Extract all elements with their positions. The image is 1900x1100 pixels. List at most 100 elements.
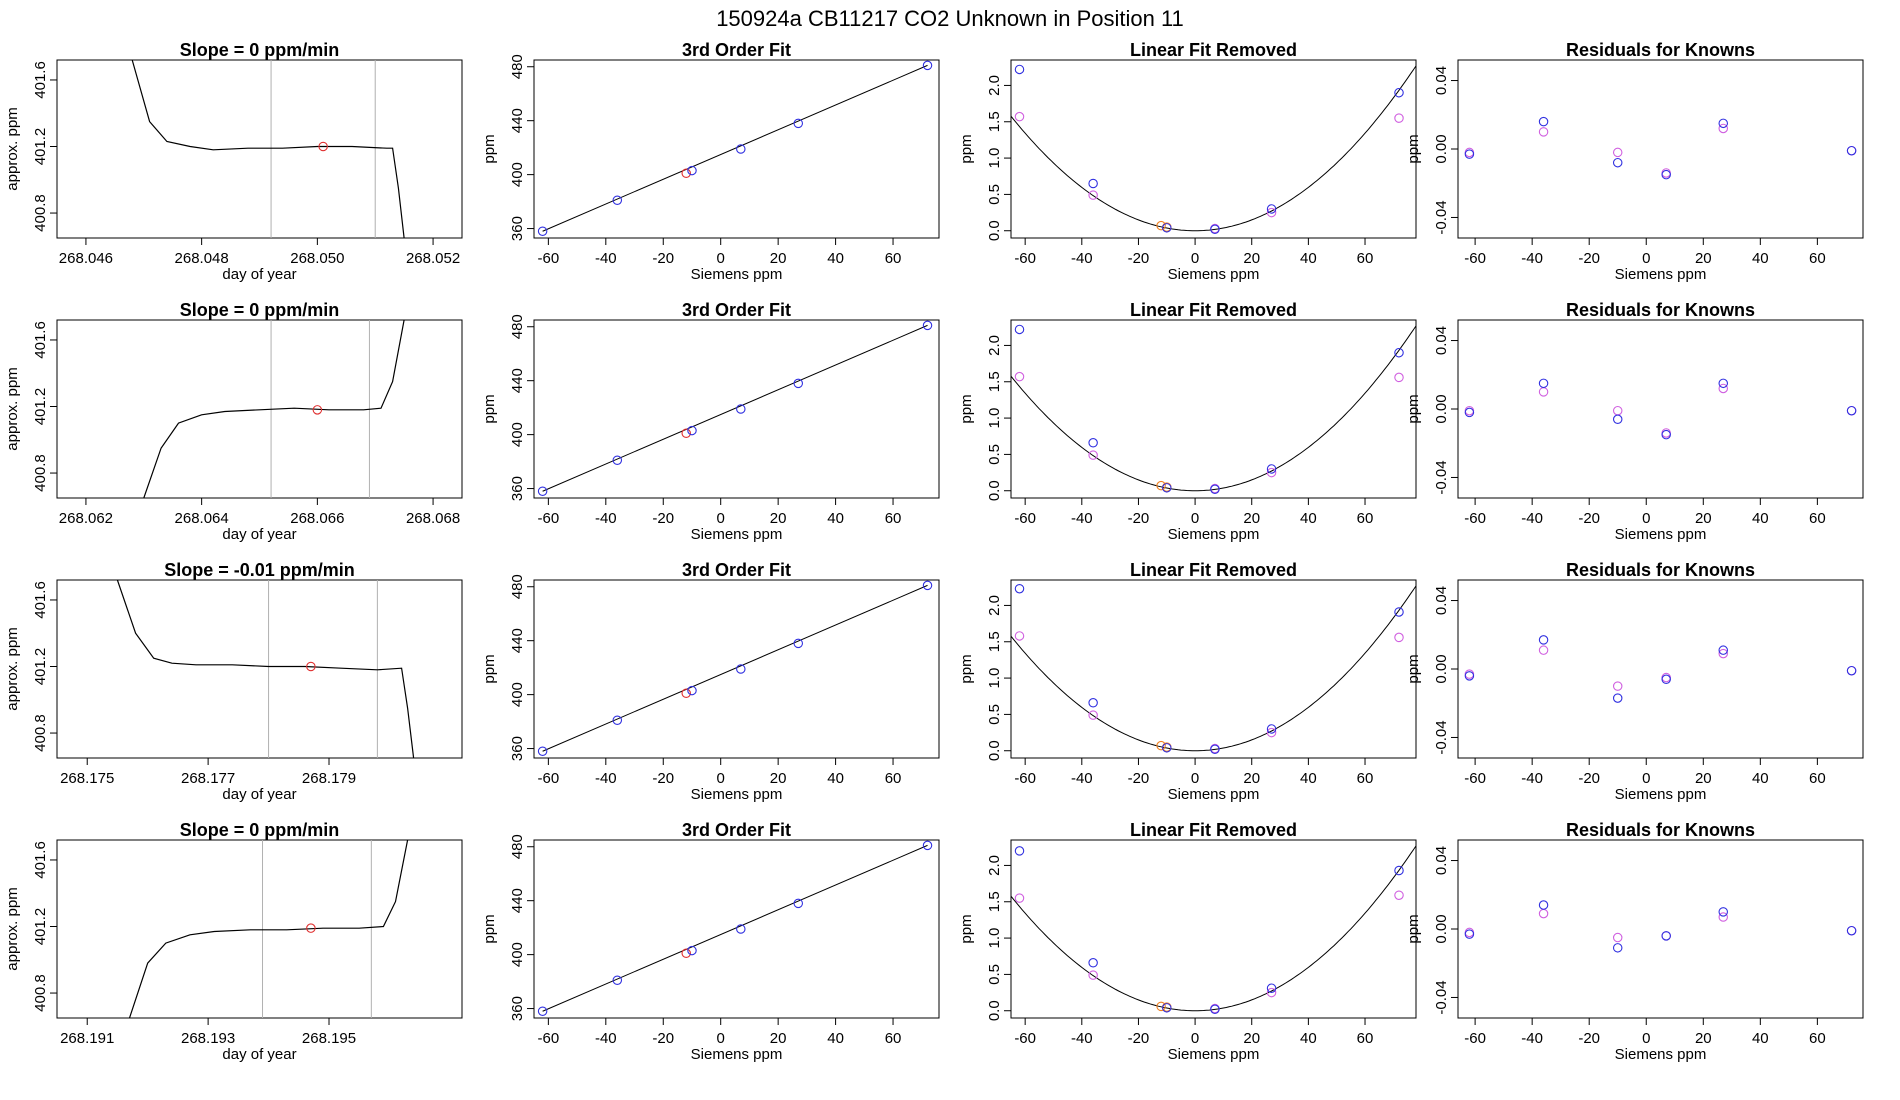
- x-axis-label: Siemens ppm: [1615, 1046, 1707, 1063]
- plot-frame: [1010, 319, 1417, 499]
- y-axis-label: ppm: [481, 654, 498, 683]
- plot-frame: [56, 579, 463, 759]
- x-tick-label: 268.193: [181, 1030, 235, 1047]
- data-point: [1661, 429, 1671, 440]
- plot-area: [537, 60, 933, 237]
- data-point: [1088, 438, 1098, 448]
- x-tick-label: 0: [1642, 770, 1650, 787]
- x-tick-label: 268.191: [60, 1030, 114, 1047]
- x-tick-label: -20: [1128, 770, 1150, 787]
- y-axis-label: ppm: [958, 914, 975, 943]
- y-tick-label: 0.04: [1433, 66, 1450, 95]
- x-tick-label: 40: [1752, 510, 1769, 527]
- data-point: [1014, 371, 1025, 382]
- data-point: [687, 945, 697, 956]
- y-tick-label: 360: [509, 216, 526, 241]
- panel-r0_fit: 3rd Order Fit -60 -40 -20 0 20 40 60 Siemens ppm…: [481, 40, 940, 283]
- panel-title: Slope = 0 ppm/min: [180, 40, 340, 60]
- y-tick-label: 0.04: [1433, 846, 1450, 875]
- data-point: [1538, 127, 1549, 137]
- data-point: [1718, 123, 1728, 134]
- x-tick-label: 40: [1752, 250, 1769, 267]
- x-tick-label: -20: [1578, 510, 1600, 527]
- data-point: [1088, 698, 1098, 708]
- data-point: [306, 923, 316, 933]
- data-point: [736, 924, 746, 934]
- data-point: [1014, 64, 1025, 75]
- data-point: [1612, 693, 1623, 703]
- plot-area: [131, 60, 405, 238]
- y-tick-label: 0.00: [1433, 914, 1450, 943]
- data-point: [1266, 983, 1277, 993]
- y-tick-label: 1.0: [986, 928, 1003, 949]
- data-point: [1266, 467, 1277, 478]
- x-tick-label: -20: [1578, 250, 1600, 267]
- plot-area: [1011, 845, 1416, 1015]
- panel-title: Residuals for Knowns: [1566, 820, 1755, 840]
- panel-title: 3rd Order Fit: [682, 40, 791, 60]
- fit-line: [542, 844, 928, 1012]
- y-tick-label: 0.0: [986, 480, 1003, 501]
- data-point: [1612, 943, 1623, 953]
- data-point: [681, 948, 691, 959]
- data-point: [1266, 464, 1277, 474]
- data-point: [922, 60, 933, 71]
- x-tick-label: 60: [885, 250, 902, 267]
- plot-frame: [56, 839, 463, 1019]
- x-tick-label: -60: [1464, 510, 1486, 527]
- x-tick-label: 0: [717, 1030, 725, 1047]
- data-point: [1210, 1004, 1220, 1015]
- x-tick-label: 40: [827, 250, 844, 267]
- data-point: [1266, 724, 1277, 734]
- y-axis-label: ppm: [1405, 134, 1422, 163]
- data-point: [1846, 925, 1857, 936]
- data-point: [1210, 744, 1220, 755]
- x-axis-label: Siemens ppm: [691, 526, 783, 543]
- x-tick-label: -40: [1071, 510, 1093, 527]
- x-tick-label: -20: [652, 250, 674, 267]
- data-point: [1394, 607, 1404, 617]
- fit-curve: [1011, 845, 1416, 1012]
- data-point: [1162, 223, 1172, 233]
- data-point: [687, 165, 697, 176]
- x-tick-label: 20: [770, 510, 787, 527]
- x-tick-label: -20: [652, 510, 674, 527]
- x-tick-label: 20: [770, 1030, 787, 1047]
- plot-area: [1011, 64, 1416, 235]
- y-axis-label: ppm: [958, 394, 975, 423]
- y-tick-label: 400.8: [32, 454, 49, 492]
- y-tick-label: 440: [509, 108, 526, 133]
- panel-r2_fit: 3rd Order Fit -60 -40 -20 0 20 40 60 Siemens ppm…: [481, 560, 940, 803]
- plot-area: [537, 580, 933, 757]
- x-tick-label: 60: [1357, 770, 1374, 787]
- x-axis-label: Siemens ppm: [1615, 266, 1707, 283]
- y-tick-label: 0.5: [986, 444, 1003, 465]
- y-tick-label: 1.5: [986, 631, 1003, 652]
- y-axis-label: ppm: [481, 914, 498, 943]
- data-point: [1394, 865, 1404, 876]
- x-tick-label: 40: [1752, 770, 1769, 787]
- data-point: [1538, 900, 1549, 910]
- panel-title: 3rd Order Fit: [682, 820, 791, 840]
- data-point: [1088, 450, 1098, 460]
- data-point: [1088, 958, 1098, 968]
- y-tick-label: -0.04: [1433, 200, 1450, 234]
- panel-title: Residuals for Knowns: [1566, 40, 1755, 60]
- y-axis-label: ppm: [481, 394, 498, 423]
- panel-r3_linear: Linear Fit Removed -60 -40 -20 0 20 40 60 Siemen…: [958, 820, 1417, 1063]
- data-point: [1718, 383, 1728, 394]
- x-tick-label: 268.179: [302, 770, 356, 787]
- x-tick-label: 60: [1357, 510, 1374, 527]
- y-tick-label: 480: [509, 574, 526, 599]
- x-tick-label: 20: [1243, 1030, 1260, 1047]
- x-tick-label: -20: [1128, 1030, 1150, 1047]
- x-axis-label: day of year: [222, 786, 296, 803]
- x-tick-label: 60: [1809, 510, 1826, 527]
- panel-r2_resid: Residuals for Knowns -60 -40 -20 0 20 40 60 Siem…: [1405, 560, 1864, 803]
- y-tick-label: -0.04: [1433, 720, 1450, 754]
- data-point: [1538, 635, 1549, 645]
- panel-r0_resid: Residuals for Knowns -60 -40 -20 0 20 40 60 Siem…: [1405, 40, 1864, 283]
- plot-frame: [1010, 59, 1417, 239]
- x-tick-label: 0: [1191, 770, 1199, 787]
- y-tick-label: 2.0: [986, 595, 1003, 616]
